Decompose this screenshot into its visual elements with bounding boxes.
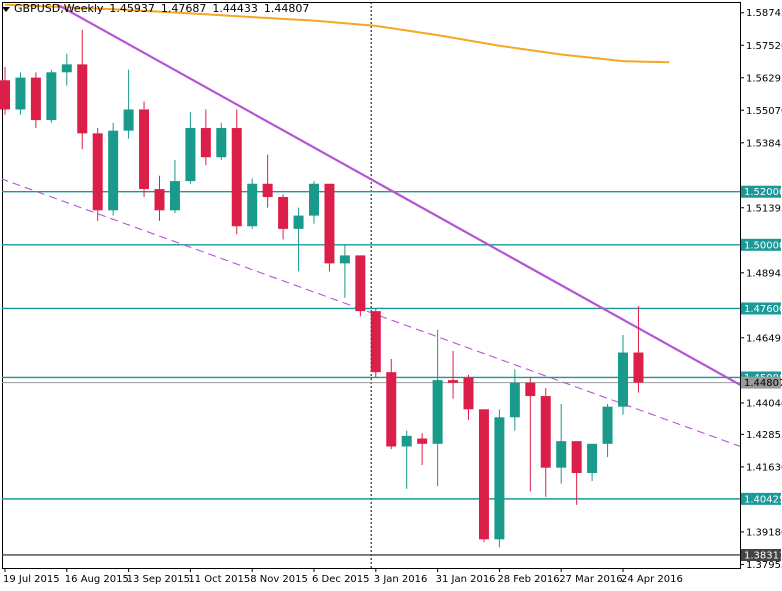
- candle-body: [463, 377, 474, 410]
- low-value: 1.44433: [212, 2, 258, 15]
- candle-body: [324, 183, 335, 264]
- candle-body: [509, 382, 520, 418]
- moving-average-line: [4, 3, 670, 64]
- trendline-dashed: [2, 178, 740, 447]
- chart-title: GBPUSD,Weekly: [14, 2, 104, 15]
- level-price-tag: [741, 302, 781, 315]
- dropdown-triangle-icon[interactable]: [2, 6, 10, 12]
- y-tick-label: 1.42855: [746, 430, 782, 441]
- candle-body: [262, 183, 273, 198]
- candle-body: [556, 441, 567, 468]
- candle-body: [525, 382, 536, 397]
- y-tick-label: 1.44040: [746, 398, 782, 409]
- y-tick-label: 1.39180: [746, 527, 782, 538]
- candle-body: [587, 443, 598, 474]
- candle-body: [478, 409, 489, 540]
- candle-body: [602, 406, 613, 444]
- candle-body: [123, 109, 134, 131]
- level-price-tag: [741, 185, 781, 198]
- y-tick-label: 1.56295: [746, 73, 782, 84]
- y-tick-label: 1.58745: [746, 8, 782, 19]
- candle-body: [571, 441, 582, 474]
- candle-body: [61, 64, 72, 73]
- x-tick-label: 16 Aug 2015: [65, 574, 129, 585]
- candle-body: [169, 181, 180, 211]
- x-tick-label: 31 Jan 2016: [436, 574, 496, 585]
- level-price-tag-label: 1.52000: [744, 187, 782, 198]
- candle-body: [0, 80, 10, 110]
- y-tick-label: 1.48945: [746, 268, 782, 279]
- candle-body: [540, 396, 551, 468]
- x-tick-label: 8 Nov 2015: [250, 574, 308, 585]
- candle-body: [339, 255, 350, 264]
- candle-body: [139, 109, 150, 190]
- candle-body: [185, 128, 196, 182]
- close-value: 1.44807: [263, 2, 310, 15]
- y-tick-label: 1.51395: [746, 203, 782, 214]
- candle-body: [370, 311, 381, 373]
- x-tick-label: 6 Dec 2015: [312, 574, 370, 585]
- current-price-tag-label: 1.44807: [744, 378, 782, 389]
- x-tick-label: 13 Sep 2015: [127, 574, 190, 585]
- x-tick-label: 24 Apr 2016: [621, 574, 683, 585]
- x-tick-label: 19 Jul 2015: [3, 574, 60, 585]
- candle-body: [92, 133, 103, 211]
- candle-body: [247, 183, 258, 227]
- y-tick-label: 1.55070: [746, 106, 782, 117]
- candle-body: [417, 438, 428, 444]
- x-tick-label: 28 Feb 2016: [497, 574, 559, 585]
- x-tick-label: 11 Oct 2015: [188, 574, 250, 585]
- candle-body: [231, 128, 242, 227]
- high-value: 1.47687: [160, 2, 207, 15]
- level-price-tag-label: 1.38311: [744, 550, 782, 561]
- trendline-solid: [56, 3, 740, 387]
- y-tick-label: 1.37955: [746, 560, 782, 571]
- level-price-tag-label: 1.47600: [744, 304, 782, 315]
- candle-body: [278, 197, 289, 229]
- candle-body: [216, 128, 227, 158]
- y-tick-label: 1.53845: [746, 138, 782, 149]
- level-price-tag-label: 1.40425: [744, 494, 782, 505]
- candle-body: [154, 189, 165, 211]
- y-tick-label: 1.41630: [746, 462, 782, 473]
- y-tick-label: 1.57520: [746, 41, 782, 52]
- open-value: 1.45937: [109, 2, 155, 15]
- candle-body: [401, 435, 412, 447]
- candle-body: [30, 77, 41, 121]
- level-price-tag: [741, 548, 781, 561]
- candle-body: [432, 380, 443, 444]
- candle-body: [46, 72, 57, 121]
- candle-body: [77, 64, 88, 134]
- candle-body: [309, 183, 319, 216]
- x-tick-label: 3 Jan 2016: [374, 574, 428, 585]
- candle-body: [494, 417, 505, 540]
- candle-body: [15, 77, 26, 110]
- candle-body: [386, 372, 397, 447]
- y-tick-label: 1.46495: [746, 333, 782, 344]
- chart-header: GBPUSD,Weekly 1.45937 1.47687 1.44433 1.4480…: [2, 2, 315, 15]
- candle-body: [618, 352, 628, 407]
- candle-body: [448, 380, 459, 383]
- level-price-tag: [741, 238, 781, 251]
- x-tick-label: 27 Mar 2016: [559, 574, 622, 585]
- candle-body: [293, 215, 304, 229]
- level-price-tag: [741, 492, 781, 505]
- candle-body: [355, 255, 366, 312]
- candle-body: [200, 128, 211, 158]
- level-price-tag-label: 1.50000: [744, 240, 782, 251]
- candle-body: [108, 130, 119, 211]
- current-price-tag: [741, 376, 781, 389]
- candle-body: [633, 352, 644, 383]
